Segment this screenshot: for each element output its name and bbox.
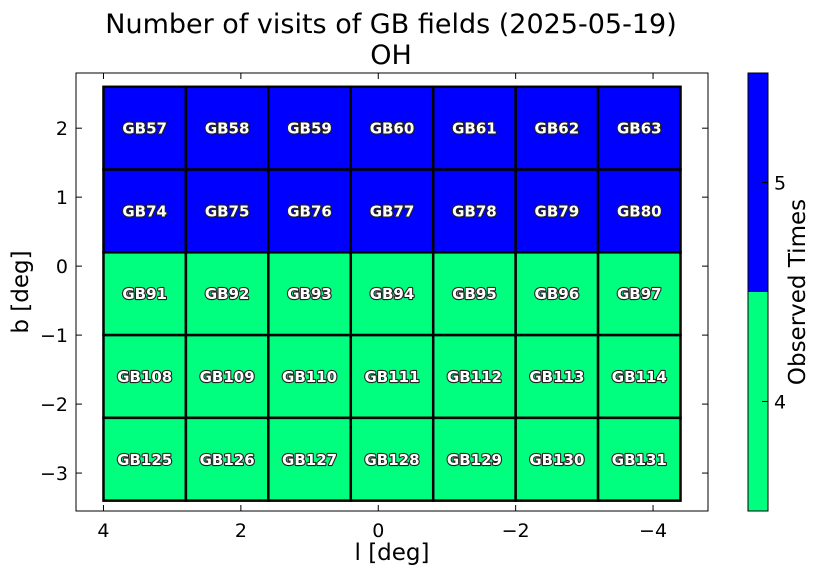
x-tick-label: −4: [639, 520, 667, 542]
field-label: GB109: [200, 368, 255, 386]
field-label: GB93: [287, 285, 332, 303]
field-label: GB77: [370, 202, 415, 220]
x-tick-label: 4: [97, 520, 109, 542]
field-label: GB60: [370, 120, 415, 138]
field-label: GB129: [447, 451, 502, 469]
chart-title: Number of visits of GB fields (2025-05-1…: [105, 9, 676, 40]
field-label: GB94: [370, 285, 415, 303]
field-label: GB76: [287, 202, 332, 220]
field-label: GB63: [617, 120, 662, 138]
field-grid: GB57 GB58 GB59 GB60 GB61 GB62 GB63 GB74 GB75 GB76…: [102, 85, 682, 502]
field-label: GB74: [122, 202, 167, 220]
field-label: GB62: [535, 120, 580, 138]
y-tick-label: 2: [56, 118, 68, 140]
field-cell: [184, 416, 270, 502]
x-axis-ticks: 4 2 0 −2 −4: [97, 73, 667, 542]
field-label: GB78: [452, 202, 497, 220]
field-label: GB108: [117, 368, 172, 386]
colorbar-frame: [747, 72, 769, 512]
x-tick-label: 2: [235, 520, 247, 542]
field-label: GB111: [364, 368, 419, 386]
y-tick-label: 0: [56, 256, 68, 278]
field-label: GB126: [200, 451, 255, 469]
field-cell: [596, 416, 682, 502]
colorbar-label: Observed Times: [785, 199, 811, 385]
x-tick-label: −2: [502, 520, 530, 542]
field-cell: [349, 251, 435, 337]
y-axis-label: b [deg]: [8, 250, 34, 333]
field-label: GB95: [452, 285, 497, 303]
field-label: GB57: [122, 120, 167, 138]
field-label: GB75: [205, 202, 250, 220]
x-axis-label: l [deg]: [355, 540, 430, 566]
field-label: GB113: [529, 368, 584, 386]
field-label: GB112: [447, 368, 502, 386]
field-cell: [514, 251, 600, 337]
field-label: GB59: [287, 120, 332, 138]
field-label: GB96: [535, 285, 580, 303]
field-cell: [184, 168, 270, 254]
colorbar-tick-label: 4: [774, 392, 786, 414]
field-label: GB131: [612, 451, 667, 469]
field-cell: [596, 333, 682, 420]
y-tick-label: −1: [40, 325, 68, 347]
field-label: GB80: [617, 202, 662, 220]
field-label: GB92: [205, 285, 250, 303]
colorbar: 45: [747, 72, 786, 512]
field-cell: [431, 416, 517, 502]
x-tick-label: 0: [372, 520, 384, 542]
field-cell: [596, 251, 682, 337]
field-cell: [184, 251, 270, 337]
field-cell: [102, 333, 188, 420]
field-cell: [596, 85, 682, 171]
field-cell: [431, 85, 517, 171]
y-tick-label: 1: [56, 187, 68, 209]
y-tick-label: −2: [40, 394, 68, 416]
field-cell: [349, 168, 435, 254]
colorbar-segment-4: [748, 292, 768, 511]
field-cell: [102, 251, 188, 337]
field-label: GB110: [282, 368, 337, 386]
colorbar-tick-label: 5: [774, 173, 786, 195]
y-axis-ticks: 2 1 0 −1 −2 −3: [40, 118, 708, 485]
field-label: GB127: [282, 451, 337, 469]
field-cell: [514, 416, 600, 502]
field-label: GB79: [535, 202, 580, 220]
colorbar-segment-5: [748, 73, 768, 292]
field-label: GB97: [617, 285, 662, 303]
chart-subtitle: OH: [370, 40, 412, 71]
y-tick-label: −3: [40, 463, 68, 485]
field-cell: [431, 333, 517, 420]
field-label: GB91: [122, 285, 167, 303]
field-label: GB130: [529, 451, 584, 469]
field-label: GB128: [364, 451, 419, 469]
field-label: GB58: [205, 120, 250, 138]
field-cell: [514, 168, 600, 254]
field-label: GB114: [612, 368, 667, 386]
field-cell: [102, 85, 188, 171]
field-label: GB61: [452, 120, 497, 138]
field-cell: [431, 251, 517, 337]
field-label: GB125: [117, 451, 172, 469]
